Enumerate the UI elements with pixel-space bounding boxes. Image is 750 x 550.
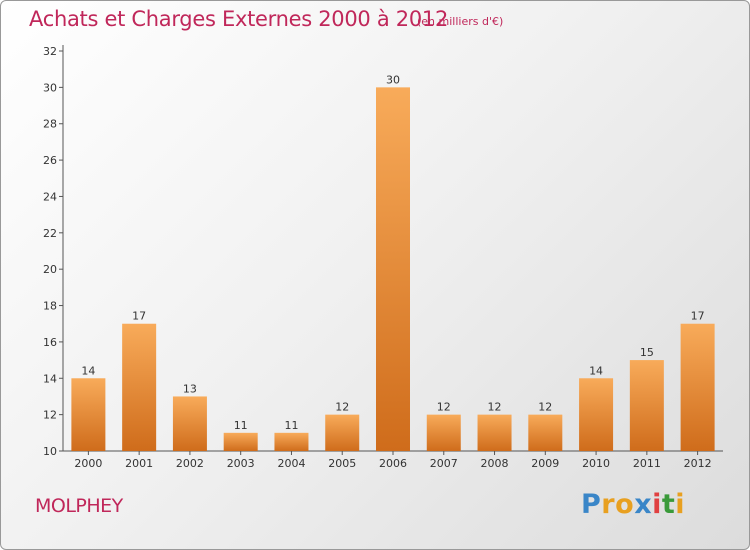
x-tick-label: 2002 <box>176 457 204 470</box>
y-tick-label: 22 <box>43 227 57 240</box>
y-tick-label: 26 <box>43 154 57 167</box>
x-tick-label: 2006 <box>379 457 407 470</box>
logo-letter: o <box>615 489 635 520</box>
x-tick-label: 2004 <box>277 457 305 470</box>
bar-value-label: 12 <box>335 401 349 414</box>
logo-letter: i <box>675 489 686 520</box>
y-tick-label: 14 <box>43 372 57 385</box>
y-tick-label: 16 <box>43 336 57 349</box>
x-tick-label: 2010 <box>582 457 610 470</box>
proxiti-logo: Proxiti <box>581 489 685 520</box>
bar-value-label: 14 <box>81 364 95 377</box>
x-tick-label: 2009 <box>531 457 559 470</box>
bar-value-label: 13 <box>183 382 197 395</box>
x-tick-label: 2001 <box>125 457 153 470</box>
bar <box>274 432 309 451</box>
logo-letter: t <box>661 489 676 520</box>
chart-labels: 14 2000 17 2001 13 2002 11 2003 11 2004 12 2005 30 20… <box>74 73 711 470</box>
y-tick-label: 18 <box>43 300 57 313</box>
y-tick-label: 30 <box>43 81 57 94</box>
x-tick-label: 2008 <box>481 457 509 470</box>
bar-value-label: 30 <box>386 73 400 86</box>
bar <box>376 87 410 451</box>
y-tick-label: 12 <box>43 409 57 422</box>
bar-value-label: 14 <box>589 364 603 377</box>
x-tick-label: 2000 <box>74 457 102 470</box>
bar-value-label: 17 <box>691 310 705 323</box>
bar-value-label: 15 <box>640 346 654 359</box>
x-tick-label: 2003 <box>227 457 255 470</box>
x-tick-label: 2007 <box>430 457 458 470</box>
y-tick-label: 24 <box>43 190 57 203</box>
bar-value-label: 11 <box>234 419 248 432</box>
bar-value-label: 11 <box>284 419 298 432</box>
chart-subtitle: (en milliers d'€) <box>417 15 504 28</box>
bar <box>223 432 258 451</box>
x-tick-label: 2012 <box>684 457 712 470</box>
y-tick-label: 28 <box>43 118 57 131</box>
logo-letter: i <box>652 489 662 520</box>
logo-letter: P <box>581 489 602 520</box>
bar-value-label: 12 <box>437 401 451 414</box>
commune-name: MOLPHEY <box>35 495 123 517</box>
bar <box>325 414 360 451</box>
y-tick-label: 20 <box>43 263 57 276</box>
x-tick-label: 2011 <box>633 457 661 470</box>
bar-value-label: 17 <box>132 310 146 323</box>
logo-letter: r <box>601 489 616 520</box>
bar <box>122 323 157 451</box>
bar <box>528 414 563 451</box>
y-tick-label: 32 <box>43 45 57 58</box>
bar-value-label: 12 <box>538 401 552 414</box>
chart-title: Achats et Charges Externes 2000 à 2012 <box>29 7 449 31</box>
bar <box>71 378 106 451</box>
y-tick-label: 10 <box>43 445 57 458</box>
logo-letter: x <box>634 489 653 520</box>
bar <box>579 378 614 451</box>
chart-bars <box>71 87 715 451</box>
bar <box>477 414 512 451</box>
chart-axes: 10 12 14 16 18 20 22 24 26 28 30 32 <box>43 45 723 458</box>
bar <box>172 396 207 451</box>
bar-value-label: 12 <box>488 401 502 414</box>
bar <box>680 323 715 451</box>
bar <box>426 414 461 451</box>
x-tick-label: 2005 <box>328 457 356 470</box>
bar <box>629 360 664 451</box>
